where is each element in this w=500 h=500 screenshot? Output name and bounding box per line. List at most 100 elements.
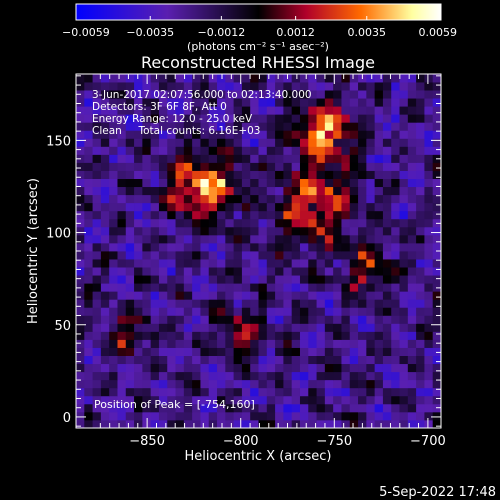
heatmap-cell [233,114,243,123]
heatmap-cell [167,363,176,373]
heatmap-cell [358,186,367,196]
heatmap-cell [192,371,201,381]
heatmap-cell [100,267,110,276]
heatmap-cell [192,154,201,163]
heatmap-cell [84,347,93,356]
heatmap-cell [366,283,376,292]
heatmap-cell [134,315,143,324]
heatmap-cell [324,106,334,115]
heatmap-cell [192,146,201,155]
heatmap-cell [158,202,168,212]
heatmap-cell [399,363,409,373]
heatmap-cell [233,242,243,252]
heatmap-cell [358,347,367,356]
heatmap-cell [208,403,218,413]
heatmap-cell [399,275,409,284]
heatmap-cell [241,267,251,276]
heatmap-cell [175,162,185,171]
heatmap-cell [341,226,351,236]
heatmap-cell [134,267,143,276]
heatmap-cell [432,146,441,155]
heatmap-cell [266,218,276,228]
heatmap-cell [233,331,243,340]
heatmap-cell [192,106,201,115]
heatmap-cell [200,154,210,163]
heatmap-cell [291,194,301,204]
heatmap-cell [299,395,309,405]
heatmap-cell [374,226,384,236]
heatmap-cell [100,347,110,356]
heatmap-cell [316,234,326,244]
heatmap-cell [266,162,276,171]
heatmap-cell [76,194,85,204]
heatmap-cell [275,122,284,131]
heatmap-cell [241,234,251,244]
annotation-time-range: 3-Jun-2017 02:07:56.000 to 02:13:40.000 [92,89,312,101]
heatmap-cell [432,170,441,179]
heatmap-cell [192,194,201,204]
heatmap-cell [233,130,243,139]
heatmap-cell [76,162,85,171]
heatmap-cell [324,138,334,147]
heatmap-cell [275,259,284,268]
heatmap-cell [283,315,293,324]
heatmap-cell [258,170,268,179]
heatmap-cell [167,194,176,204]
heatmap-cell [200,130,210,139]
heatmap-cell [109,242,118,252]
heatmap-cell [407,210,417,220]
heatmap-cell [316,267,326,276]
heatmap-cell [241,251,251,260]
heatmap-cell [299,403,309,413]
heatmap-cell [407,106,417,115]
heatmap-cell [283,331,293,340]
heatmap-cell [225,138,235,147]
heatmap-cell [250,162,259,171]
heatmap-cell [407,82,417,91]
heatmap-cell [92,106,102,115]
heatmap-cell [92,114,102,123]
heatmap-cell [142,251,152,260]
heatmap-cell [374,291,384,300]
heatmap-cell [241,154,251,163]
heatmap-cell [308,387,317,397]
heatmap-cell [358,283,367,292]
heatmap-cell [316,419,326,428]
heatmap-cell [192,379,201,389]
heatmap-cell [299,299,309,308]
heatmap-cell [142,234,152,244]
heatmap-cell [250,259,259,268]
heatmap-cell [158,379,168,389]
heatmap-cell [349,323,359,332]
heatmap-cell [208,90,218,99]
heatmap-cell [84,291,93,300]
heatmap-cell [84,403,93,413]
heatmap-cell [241,339,251,348]
heatmap-cell [109,162,118,171]
heatmap-cell [258,122,268,131]
heatmap-cell [192,363,201,373]
heatmap-cell [416,146,425,155]
heatmap-cell [424,234,434,244]
heatmap-cell [374,283,384,292]
heatmap-cell [192,82,201,91]
heatmap-cell [324,371,334,381]
heatmap-cell [391,419,400,428]
heatmap-cell [424,210,434,220]
heatmap-cell [233,299,243,308]
heatmap-cell [92,122,102,131]
heatmap-cell [341,114,351,123]
heatmap-cell [217,355,226,365]
heatmap-cell [217,170,226,179]
heatmap-cell [84,419,93,428]
heatmap-cell [316,291,326,300]
heatmap-cell [208,291,218,300]
heatmap-cell [200,419,210,428]
heatmap-cell [183,138,193,147]
heatmap-cell [316,218,326,228]
heatmap-cell [266,106,276,115]
heatmap-cell [125,395,135,405]
heatmap-cell [291,218,301,228]
heatmap-cell [324,226,334,236]
heatmap-cell [291,371,301,381]
